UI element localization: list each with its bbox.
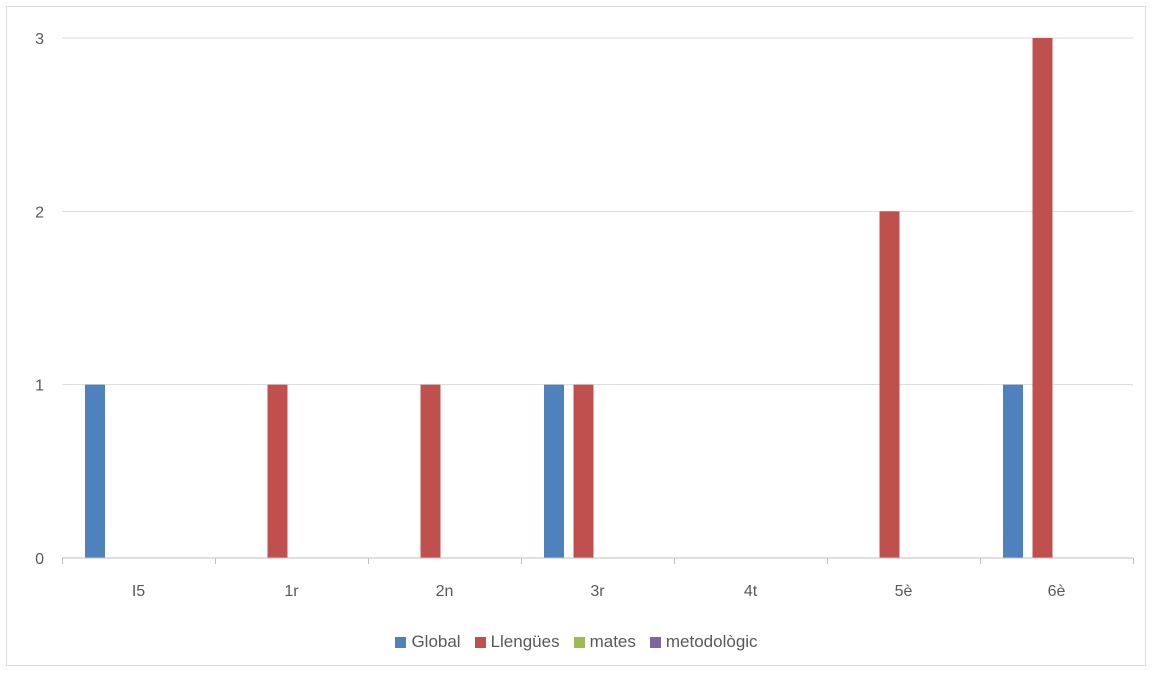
bar-llengües-1r <box>267 384 288 558</box>
bar-llengües-3r <box>573 384 594 558</box>
legend-swatch <box>395 636 407 648</box>
legend-item: Global <box>395 632 461 652</box>
category-separators <box>61 38 1135 558</box>
y-tick-label: 0 <box>35 551 44 568</box>
axes: 0 1 2 3 I5 1r 2n 3r 4t 5è 6è <box>35 31 1134 600</box>
gridlines <box>62 37 1133 386</box>
legend-swatch <box>573 636 585 648</box>
legend-label: mates <box>589 632 636 651</box>
legend-swatch <box>649 636 661 648</box>
bar-global-6è <box>1003 384 1023 558</box>
legend-label: Global <box>411 632 461 651</box>
y-tick-label: 3 <box>35 31 44 48</box>
legend-label: metodològic <box>665 632 758 651</box>
x-tick-label: I5 <box>132 583 145 600</box>
y-tick-label: 1 <box>35 378 44 395</box>
x-tick-label: 2n <box>436 583 454 600</box>
bar-llengües-5è <box>879 211 900 559</box>
x-tick-label: 3r <box>590 583 605 600</box>
x-tick-label: 4t <box>744 583 758 600</box>
legend-item: metodològic <box>649 632 758 652</box>
legend-swatch <box>474 636 486 648</box>
legend-item: Llengües <box>474 632 560 652</box>
bar-global-i5 <box>85 384 105 558</box>
legend-item: mates <box>573 632 636 652</box>
y-tick-label: 2 <box>35 204 44 221</box>
x-tick-label: 5è <box>895 583 913 600</box>
bar-llengües-2n <box>420 384 441 558</box>
x-tick-label: 6è <box>1048 583 1066 600</box>
bar-global-3r <box>544 384 564 558</box>
bars <box>85 38 1053 559</box>
x-tick-label: 1r <box>284 583 299 600</box>
legend-label: Llengües <box>490 632 560 651</box>
bar-llengües-6è <box>1032 38 1053 558</box>
legend: Global Llengües mates metodològic <box>0 632 1153 652</box>
